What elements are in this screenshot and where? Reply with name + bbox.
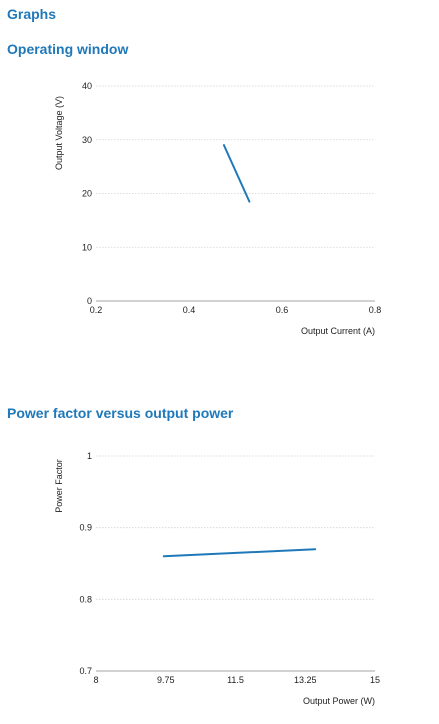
y-tick-label: 0.7 [79, 666, 92, 676]
y-tick-label: 40 [82, 81, 92, 91]
x-tick-label: 0.8 [369, 305, 382, 315]
x-tick-label: 0.6 [276, 305, 289, 315]
x-tick-label: 15 [370, 675, 380, 685]
operating-window-chart: 0 10 20 30 40 0.2 0.4 0.6 0.8 Output Current (A) O… [54, 81, 382, 336]
y-tick-label: 0 [87, 296, 92, 306]
x-axis-label: Output Power (W) [303, 696, 375, 706]
series-line [222, 144, 251, 203]
x-tick-label: 0.4 [183, 305, 196, 315]
section-title: Graphs [7, 6, 57, 22]
x-axis-label: Output Current (A) [301, 326, 375, 336]
y-tick-label: 10 [82, 242, 92, 252]
y-axis-label: Output Voltage (V) [54, 96, 64, 170]
y-tick-label: 20 [82, 189, 92, 199]
chart-title-power-factor: Power factor versus output power [7, 405, 234, 421]
y-tick-label: 1 [87, 451, 92, 461]
chart-title-operating-window: Operating window [7, 41, 129, 57]
y-axis-label: Power Factor [54, 459, 64, 513]
x-tick-label: 13.25 [294, 675, 317, 685]
y-tick-label: 0.8 [79, 594, 92, 604]
x-tick-label: 8 [93, 675, 98, 685]
x-tick-label: 11.5 [227, 675, 244, 685]
x-tick-label: 0.2 [90, 305, 103, 315]
y-tick-label: 0.9 [79, 523, 92, 533]
x-tick-label: 9.75 [157, 675, 175, 685]
y-tick-label: 30 [82, 135, 92, 145]
series-line [162, 548, 317, 558]
power-factor-chart: 0.7 0.8 0.9 1 8 9.75 11.5 13.25 15 Output Power (… [54, 451, 380, 706]
